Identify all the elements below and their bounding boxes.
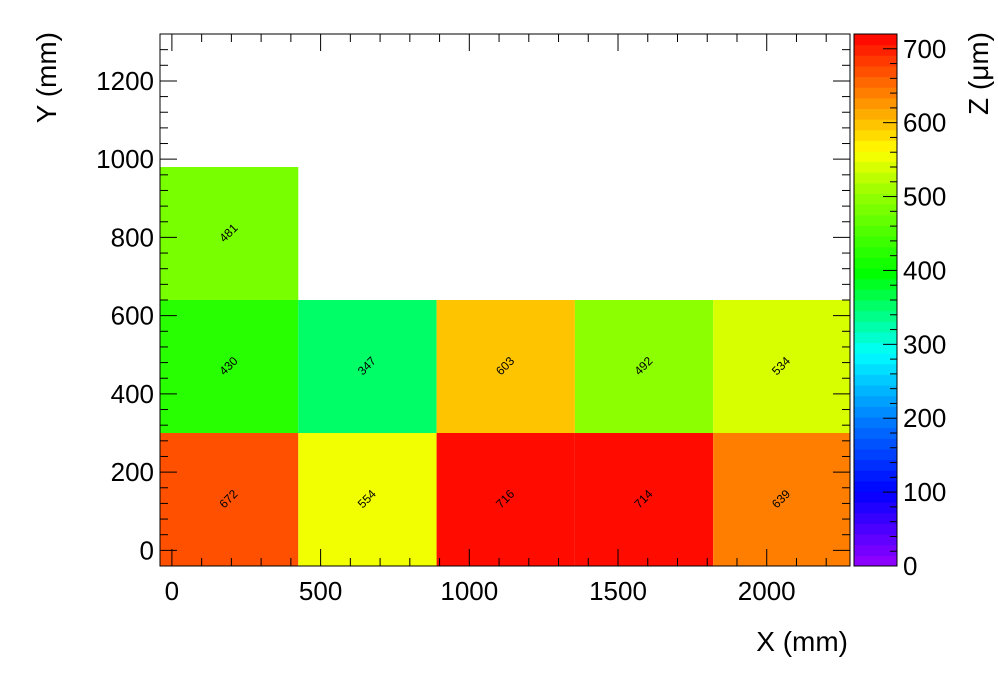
y-tick-label: 400 (111, 379, 154, 409)
palette-band (854, 246, 897, 258)
palette-band (854, 289, 897, 301)
color-palette (853, 33, 898, 567)
palette-band (854, 353, 897, 365)
palette-band (854, 151, 897, 163)
heatmap-cells (160, 167, 850, 566)
palette-band (854, 193, 897, 205)
heatmap-cell (574, 433, 714, 566)
palette-band (854, 438, 897, 450)
palette-band (854, 502, 897, 514)
palette-band (854, 182, 897, 195)
palette-band (854, 342, 897, 354)
palette-ticks: 0 100 200 300 400 500 600 700 (883, 33, 946, 581)
palette-band (854, 278, 897, 290)
y-tick-label: 200 (111, 457, 154, 487)
palette-band (854, 395, 897, 407)
palette-band (854, 172, 897, 184)
palette-band (854, 236, 897, 248)
heatmap-cell (574, 300, 714, 433)
palette-band (854, 119, 897, 131)
palette-band (854, 331, 897, 344)
palette-band (854, 470, 897, 482)
palette-tick-label: 300 (903, 329, 946, 359)
palette-band (854, 459, 897, 471)
z-axis-label: Z (μm) (963, 32, 994, 115)
y-tick-label: 1200 (96, 66, 154, 96)
y-tick-label: 0 (140, 535, 154, 565)
palette-band (854, 555, 897, 567)
heatmap-cell (436, 433, 575, 566)
palette-band (854, 129, 897, 141)
palette-tick-label: 500 (903, 182, 946, 212)
palette-band (854, 65, 897, 78)
heatmap-cell (298, 433, 437, 566)
palette-tick-label: 400 (903, 255, 946, 285)
heatmap-cell (713, 300, 850, 433)
palette-band (854, 140, 897, 152)
palette-tick-label: 200 (903, 403, 946, 433)
x-axis-label: X (mm) (756, 626, 848, 657)
heatmap-cell (160, 167, 299, 300)
y-tick-label: 1000 (96, 144, 154, 174)
palette-band (854, 363, 897, 375)
x-tick-label: 1000 (440, 576, 498, 606)
palette-band (854, 374, 897, 386)
palette-band (854, 385, 897, 397)
axis-tick-labels: 0 500 1000 1500 2000 0 200 400 600 800 1000 1200 (96, 66, 795, 606)
heatmap-cell (713, 433, 850, 566)
y-axis-label: Y (mm) (31, 32, 62, 123)
palette-band (854, 417, 897, 429)
palette-band (854, 225, 897, 237)
heatmap-cell (160, 300, 299, 433)
y-tick-label: 800 (111, 222, 154, 252)
palette-band (854, 55, 897, 67)
x-tick-label: 0 (165, 576, 179, 606)
palette-tick-label: 100 (903, 477, 946, 507)
y-tick-label: 600 (111, 301, 154, 331)
palette-band (854, 257, 897, 269)
palette-band (854, 76, 897, 88)
palette-band (854, 108, 897, 120)
palette-tick-label: 0 (903, 551, 917, 581)
palette-band (854, 310, 897, 322)
palette-band (854, 480, 897, 493)
x-tick-label: 1500 (589, 576, 647, 606)
palette-band (854, 406, 897, 418)
palette-band (854, 512, 897, 524)
palette-band (854, 523, 897, 535)
palette-tick-label: 700 (903, 34, 946, 64)
axis-ticks (160, 33, 850, 566)
palette-band (854, 87, 897, 99)
palette-band (854, 268, 897, 280)
palette-band (854, 544, 897, 556)
palette-band (854, 491, 897, 503)
palette-band (854, 44, 897, 56)
heatmap-cell (298, 300, 437, 433)
palette-band (854, 97, 897, 109)
palette-band (854, 321, 897, 333)
palette-tick-label: 600 (903, 108, 946, 138)
x-tick-label: 500 (299, 576, 342, 606)
heatmap-cell (436, 300, 575, 433)
heatmap-cell (160, 433, 299, 566)
x-tick-label: 2000 (738, 576, 796, 606)
palette-band (854, 448, 897, 461)
palette-band (854, 34, 897, 46)
palette-band (854, 427, 897, 439)
palette-band (854, 300, 897, 312)
palette-band (854, 204, 897, 216)
palette-band (854, 534, 897, 546)
palette-band (854, 161, 897, 173)
palette-band (854, 214, 897, 227)
